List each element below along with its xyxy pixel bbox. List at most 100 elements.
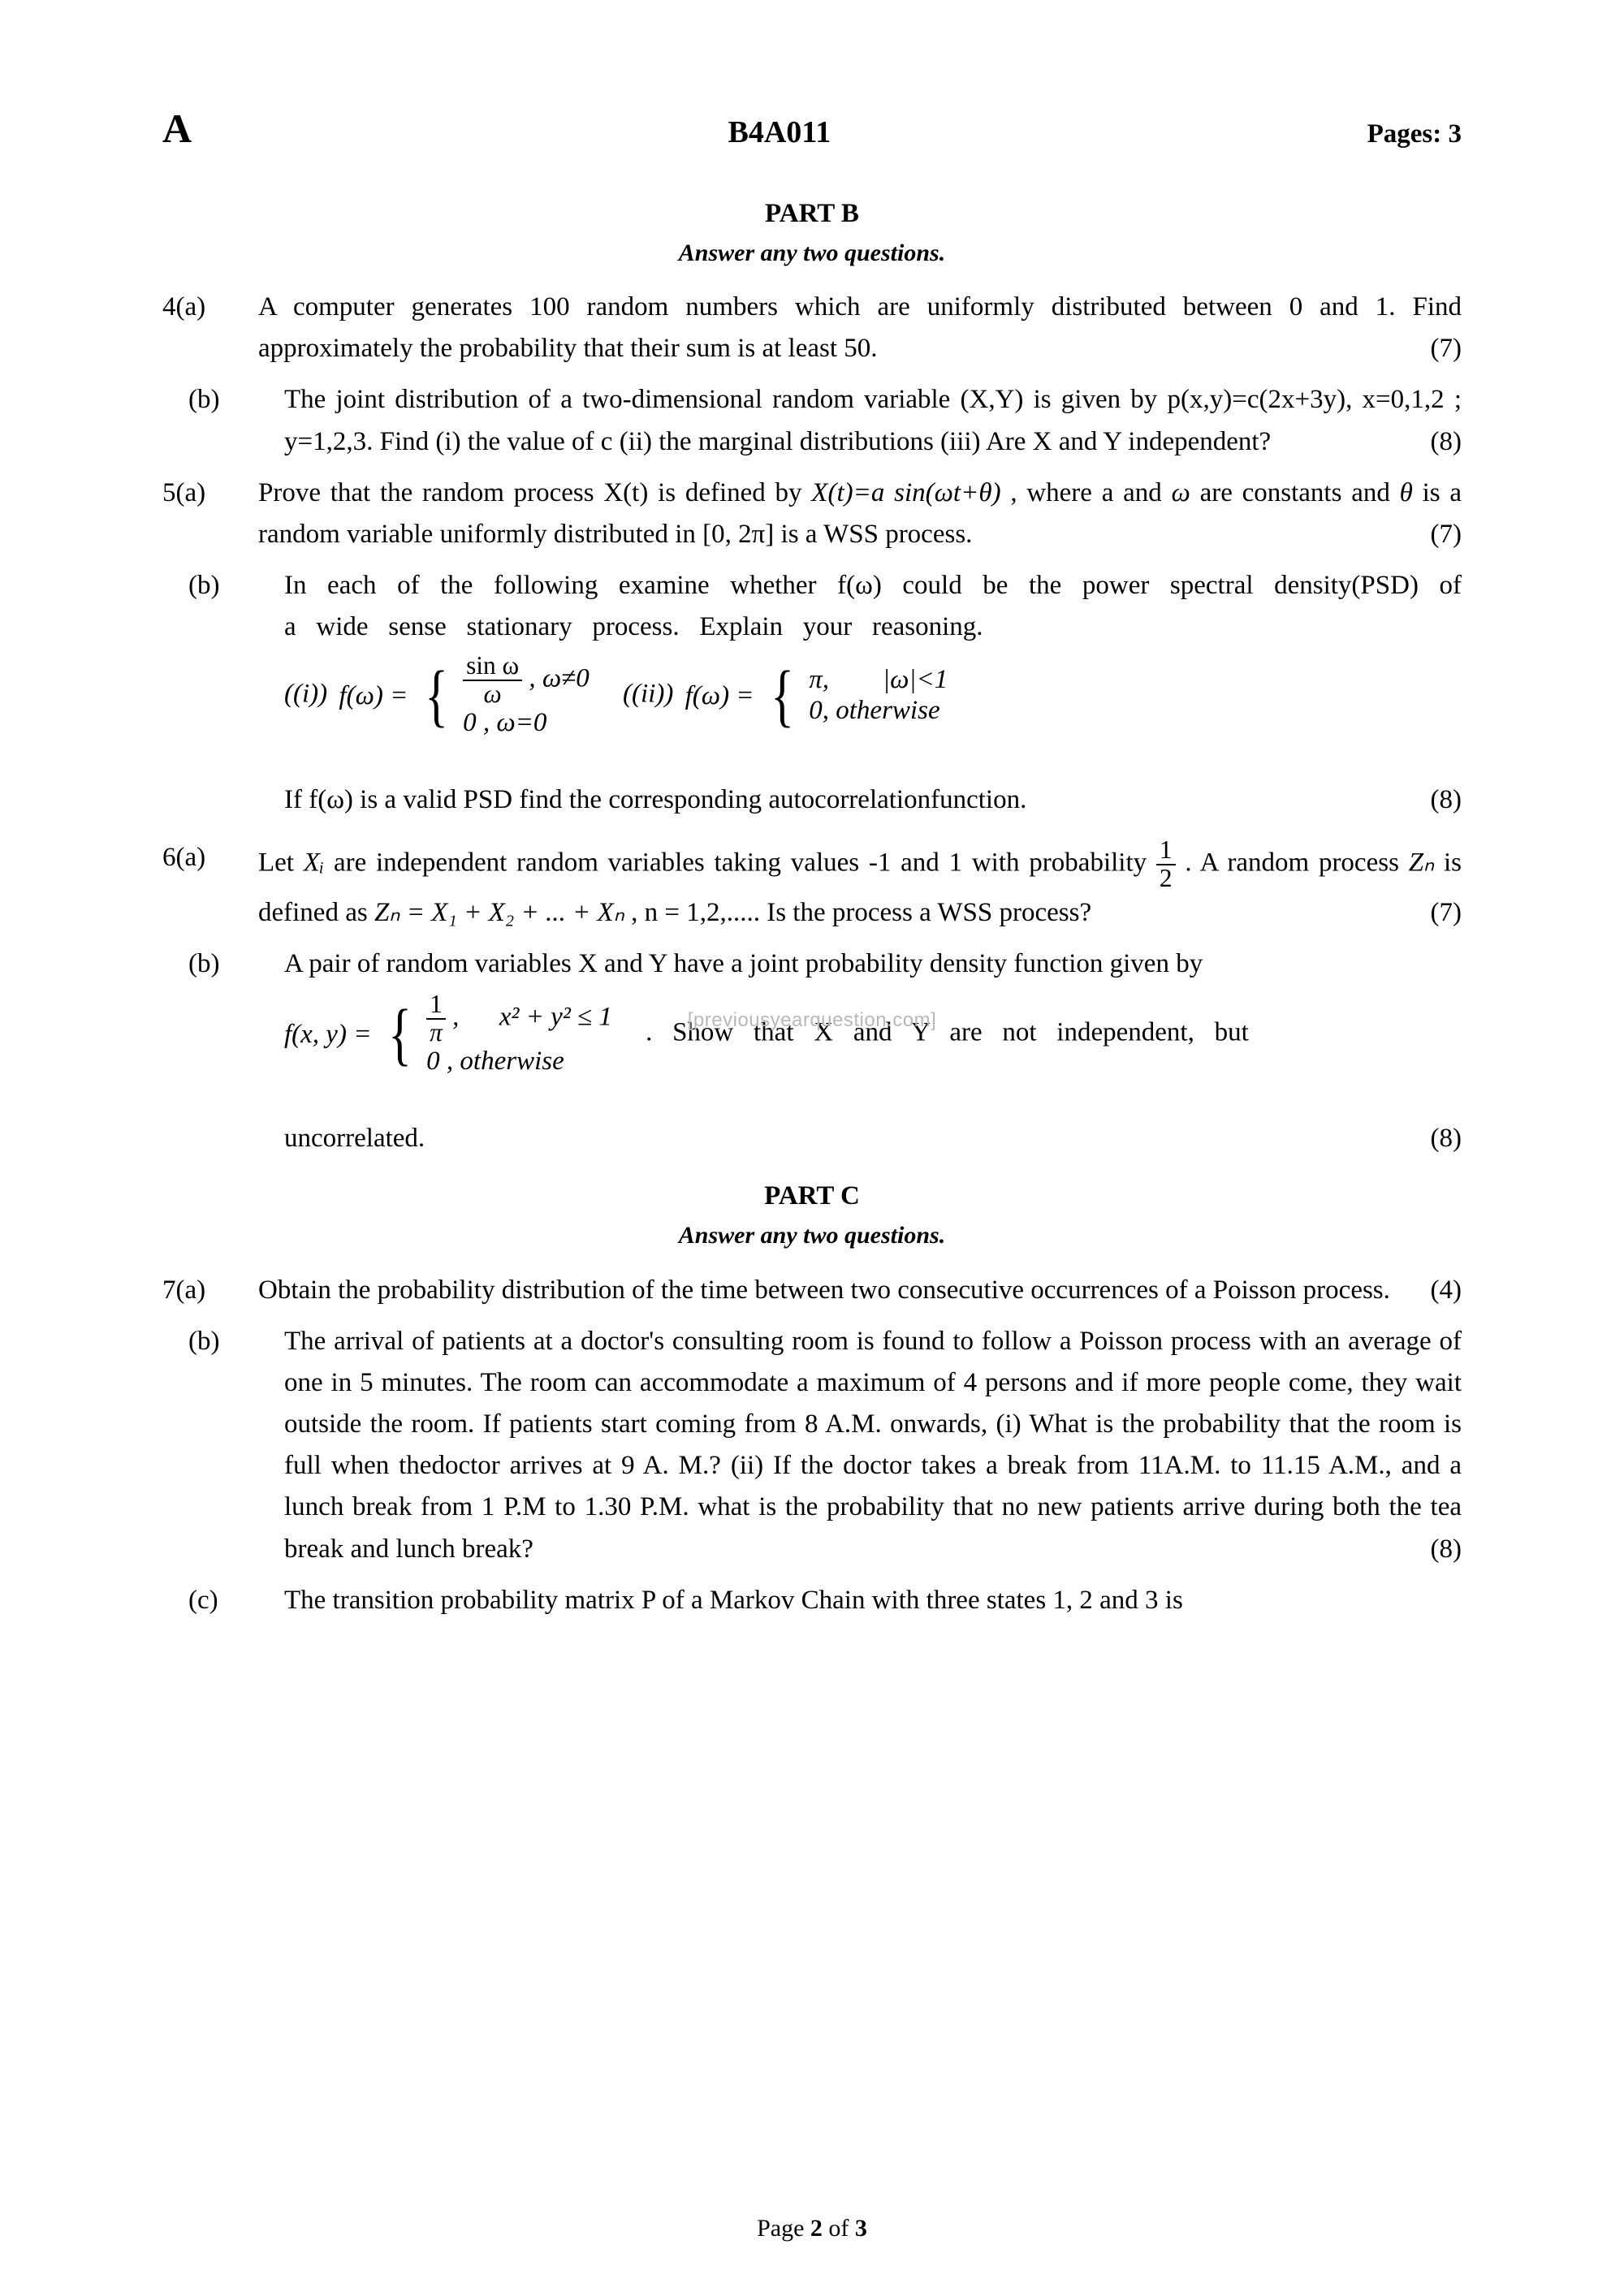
question-7b-label: (b) [162,1321,284,1570]
question-4b-text: The joint distribution of a two-dimensio… [284,385,1462,455]
q6b-den: π [426,1018,446,1047]
question-7a: 7(a) Obtain the probability distribution… [162,1270,1462,1311]
q6a-t2a: . A random process [1185,848,1408,878]
q5a-interval: [0, 2π] [702,520,774,549]
lbrace-icon-3: { [388,1005,412,1064]
question-4a: 4(a) A computer generates 100 random num… [162,287,1462,369]
question-7b-text: The arrival of patients at a doctor's co… [284,1327,1462,1564]
header-pages: Pages: 3 [1367,114,1462,155]
q5b-i-label-inner: (i) [293,680,318,709]
q6a-t4: , n = 1,2,..... Is the process a WSS pro… [631,898,1091,927]
header-paper-code: B4A011 [192,109,1367,157]
question-5a-marks: (7) [1431,514,1462,555]
question-4a-marks: (7) [1431,328,1462,369]
question-4b: (b) The joint distribution of a two-dime… [162,379,1462,462]
question-7c-text: The transition probability matrix P of a… [284,1586,1183,1615]
q6a-sum: Zₙ = X₁ + X₂ + ... + Xₙ [374,898,624,927]
q6b-tail: uncorrelated. [284,1124,425,1153]
q6b-num: 1 [426,991,446,1018]
q5b-ii-label-inner: (ii) [632,680,664,709]
part-c-subtitle: Answer any two questions. [162,1217,1462,1255]
part-c-title: PART C [162,1176,1462,1217]
q5b-ii-label: ((ii)) [623,680,673,709]
question-4a-body: A computer generates 100 random numbers … [258,287,1462,369]
question-4b-marks: (8) [1431,421,1462,463]
question-4b-label: (b) [162,379,284,462]
q5b-ii-lead: f(ω) = [685,675,754,717]
q5b-i-cases: sin ω ω , ω≠0 0 , ω=0 [463,653,590,739]
q5b-ii-row2: 0, otherwise [809,696,948,727]
q5a-post1: , where a and [1010,478,1171,507]
q5b-i-num: sin ω [463,653,522,680]
exam-page: A B4A011 Pages: 3 PART B Answer any two … [0,0,1624,2296]
q5b-ii-cases: π, |ω|<1 0, otherwise [809,665,948,727]
q5b-i-den: ω [463,680,522,708]
footer-current: 2 [810,2215,823,2242]
q5a-post2: are constants and [1200,478,1400,507]
footer-total: 3 [855,2215,867,2242]
q6a-half: 1 2 [1156,837,1176,892]
q6a-half-den: 2 [1156,864,1176,892]
q6b-intro: A pair of random variables X and Y have … [284,943,1462,985]
lbrace-icon: { [425,667,448,726]
q6b-cond: , x² + y² ≤ 1 [452,1003,612,1032]
part-b-subtitle: Answer any two questions. [162,235,1462,273]
header-section-letter: A [162,97,192,161]
question-4b-body: The joint distribution of a two-dimensio… [284,379,1462,462]
question-6a: 6(a) Let Xᵢ are independent random varia… [162,837,1462,934]
question-7b-marks: (8) [1431,1529,1462,1570]
question-6a-marks: (7) [1431,892,1462,934]
q5a-pre: Prove that the random process X(t) is de… [258,478,811,507]
question-5a-body: Prove that the random process X(t) is de… [258,473,1462,555]
part-b-title: PART B [162,193,1462,235]
q5b-intro: In each of the following examine whether… [284,565,1462,648]
question-4a-text: A computer generates 100 random numbers … [258,292,1462,363]
question-5b: (b) In each of the following examine whe… [162,565,1462,821]
question-7c-label: (c) [162,1580,284,1621]
page-footer: Page 2 of 3 [0,2210,1624,2248]
q6b-mid: . Show that X and Y are not independent,… [646,1018,1249,1047]
footer-sep: of [823,2215,855,2242]
question-7c-body: The transition probability matrix P of a… [284,1580,1462,1621]
q6b-row2: 0 , otherwise [426,1047,612,1077]
page-header: A B4A011 Pages: 3 [162,97,1462,161]
question-6b-label: (b) [162,943,284,1159]
question-7a-body: Obtain the probability distribution of t… [258,1270,1462,1311]
question-5a: 5(a) Prove that the random process X(t) … [162,473,1462,555]
question-5a-label: 5(a) [162,473,258,555]
q5b-i-label: ((i)) [284,680,327,709]
q6a-pre: Let [258,848,304,878]
q6a-t1: are independent random variables taking … [334,848,1156,878]
question-6a-label: 6(a) [162,837,258,934]
q6a-xi: Xᵢ [304,848,324,878]
q5b-tail: If f(ω) is a valid PSD find the correspo… [284,785,1026,814]
question-7a-marks: (4) [1431,1270,1462,1311]
q6a-zn: Zₙ [1409,848,1435,878]
question-7a-label: 7(a) [162,1270,258,1311]
q5a-theta: θ [1400,478,1413,507]
question-7a-text: Obtain the probability distribution of t… [258,1275,1390,1305]
q6b-frac: 1 π [426,991,446,1047]
question-4a-label: 4(a) [162,287,258,369]
question-7c: (c) The transition probability matrix P … [162,1580,1462,1621]
q5a-omega: ω [1172,478,1190,507]
question-7b: (b) The arrival of patients at a doctor'… [162,1321,1462,1570]
q6b-lead: f(x, y) = [284,1014,371,1055]
question-6a-body: Let Xᵢ are independent random variables … [258,837,1462,934]
q5a-formula: X(t)=a sin(ωt+θ) [811,478,1000,507]
question-6b: (b) A pair of random variables X and Y h… [162,943,1462,1159]
q5b-i-row2: 0 , ω=0 [463,708,590,739]
question-6b-body: A pair of random variables X and Y have … [284,943,1462,1159]
q5b-i-cond: , ω≠0 [529,664,589,693]
question-7b-body: The arrival of patients at a doctor's co… [284,1321,1462,1570]
question-5b-marks: (8) [1431,779,1462,821]
question-5b-label: (b) [162,565,284,821]
q6b-cases: 1 π , x² + y² ≤ 1 0 , otherwise [426,991,612,1077]
q6a-half-num: 1 [1156,837,1176,864]
question-5b-body: In each of the following examine whether… [284,565,1462,821]
q5b-i-frac: sin ω ω [463,653,522,708]
q5a-post4: is a WSS process. [781,520,973,549]
q5b-i-lead: f(ω) = [339,675,408,717]
q5b-ii-row1: π, |ω|<1 [809,665,948,696]
lbrace-icon-2: { [771,667,794,726]
